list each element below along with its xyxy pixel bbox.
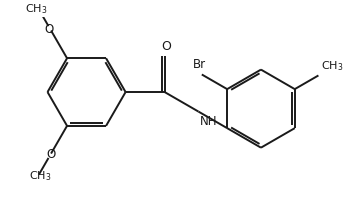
Text: CH$_3$: CH$_3$ [25,2,47,16]
Text: O: O [45,23,54,36]
Text: NH: NH [200,115,217,128]
Text: CH$_3$: CH$_3$ [29,169,51,183]
Text: Br: Br [193,58,206,71]
Text: CH$_3$: CH$_3$ [321,59,344,73]
Text: O: O [47,148,56,161]
Text: O: O [161,40,171,53]
